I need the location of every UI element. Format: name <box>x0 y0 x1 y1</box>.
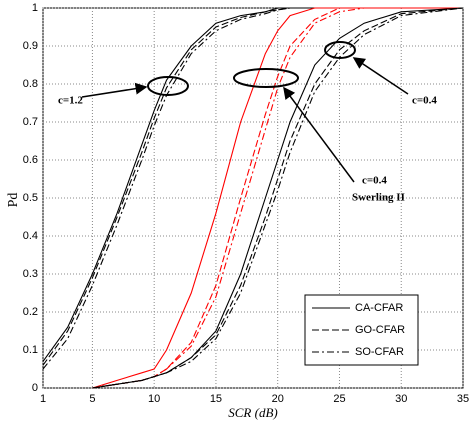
annotation: c=0.4 <box>362 175 387 187</box>
y-tick-label: 1 <box>32 2 38 14</box>
annotation: Swerling II <box>352 192 405 204</box>
y-tick-label: 0.9 <box>23 40 38 52</box>
y-tick-label: 0.5 <box>23 192 38 204</box>
y-tick-label: 0 <box>32 382 38 394</box>
x-tick-label: 5 <box>89 393 95 405</box>
x-tick-label: 15 <box>210 393 222 405</box>
x-axis-label: SCR (dB) <box>228 405 277 420</box>
y-tick-label: 0.3 <box>23 268 38 280</box>
series-line <box>92 7 464 389</box>
annotation-shapes <box>81 41 409 183</box>
y-tick-label: 0.1 <box>23 344 38 356</box>
arrow <box>283 86 355 183</box>
x-tick-label: 35 <box>457 393 469 405</box>
y-axis-label: Pd <box>6 193 21 208</box>
y-tick-label: 0.7 <box>23 116 38 128</box>
arrow <box>352 57 409 95</box>
x-tick-label: 25 <box>333 393 345 405</box>
x-tick-label: 10 <box>148 393 160 405</box>
annotation: c=0.4 <box>412 95 437 107</box>
grid <box>42 7 464 389</box>
legend: CA-CFAR GO-CFAR SO-CFAR <box>304 294 419 366</box>
x-tick-label: 30 <box>395 393 407 405</box>
ellipse <box>233 68 299 88</box>
legend-label: GO-CFAR <box>355 324 405 336</box>
annotation: c=1.2 <box>58 95 83 107</box>
x-tick-label: 20 <box>272 393 284 405</box>
ellipse <box>147 76 189 96</box>
legend-label: CA-CFAR <box>355 302 403 314</box>
lines <box>42 7 464 389</box>
legend-label: SO-CFAR <box>355 346 404 358</box>
ellipse <box>324 41 356 59</box>
y-tick-label: 0.4 <box>23 230 38 242</box>
y-tick-label: 0.8 <box>23 78 38 90</box>
arrow <box>81 82 148 98</box>
y-tick-label: 0.6 <box>23 154 38 166</box>
y-tick-label: 0.2 <box>23 306 38 318</box>
x-tick-label: 1 <box>40 393 46 405</box>
